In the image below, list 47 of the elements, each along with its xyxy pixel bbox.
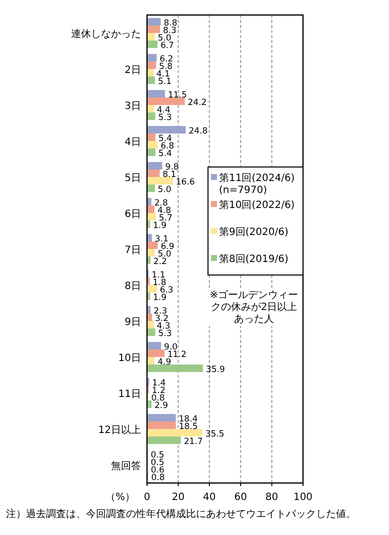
data-label: 24.2 [188, 98, 207, 108]
data-label: 0.8 [151, 473, 165, 483]
y-tick-label: 12日以上 [98, 424, 141, 436]
x-tick-label: 100 [293, 492, 313, 503]
data-label: 5.3 [158, 113, 172, 123]
data-label: 2.2 [153, 257, 167, 267]
data-label: 35.5 [205, 430, 224, 440]
y-tick-label: 6日 [124, 209, 141, 220]
data-label: 2.9 [154, 401, 168, 411]
data-label: 8.1 [162, 170, 176, 180]
y-tick-label: 連休しなかった [71, 28, 141, 40]
data-label: 5.3 [158, 329, 172, 339]
legend-label: 第9回(2020/6) [219, 226, 288, 238]
data-label: 5.4 [158, 149, 172, 159]
x-axis-title: （%） [105, 492, 135, 503]
y-tick-label: 9日 [124, 317, 141, 328]
x-tick-label: 0 [144, 492, 150, 503]
data-label: 6.7 [160, 41, 174, 51]
y-tick-label: 4日 [124, 137, 141, 148]
data-label: 11.5 [168, 90, 187, 100]
legend-label: 第8回(2019/6) [219, 253, 288, 265]
data-label: 21.7 [184, 437, 203, 447]
x-tick-label: 40 [203, 492, 216, 503]
y-tick-label: 無回答 [111, 460, 141, 472]
y-tick-label: 5日 [124, 173, 141, 184]
y-tick-label: 8日 [124, 281, 141, 292]
legend-label: 第11回(2024/6) (n=7970) [219, 172, 295, 196]
text: 注）過去調査は、今回調査の性年代構成比にあわせてウエイトバックした値。 [6, 508, 356, 520]
data-label: 1.9 [152, 221, 166, 231]
data-label: 16.6 [176, 178, 195, 188]
data-label: 24.8 [188, 126, 208, 136]
y-tick-label: 10日 [118, 353, 141, 364]
data-label: 35.9 [206, 365, 225, 375]
legend-label: 第10回(2022/6) [219, 199, 295, 211]
x-tick-label: 80 [265, 492, 278, 503]
y-tick-label: 3日 [124, 101, 141, 112]
data-label: 18.5 [178, 422, 198, 432]
y-tick-label: 11日 [118, 389, 141, 400]
y-tick-label: 2日 [124, 65, 141, 76]
data-label: 1.9 [152, 293, 166, 303]
data-label: 4.9 [158, 358, 172, 368]
x-tick-label: 60 [234, 492, 247, 503]
data-label: 5.0 [158, 185, 172, 195]
annotation: ※ゴールデンウィークの休みが2日以上あった人 [206, 290, 302, 326]
x-tick-label: 20 [172, 492, 185, 503]
y-tick-label: 7日 [124, 245, 141, 256]
data-label: 5.1 [158, 77, 172, 87]
